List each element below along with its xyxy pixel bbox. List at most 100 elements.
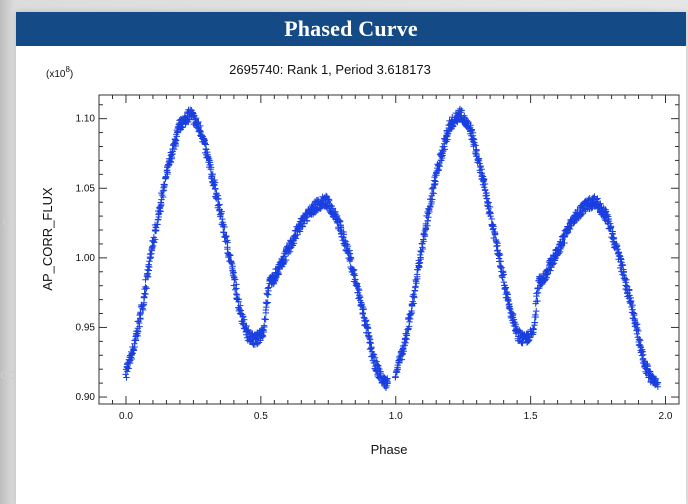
backdrop-glyph: o [2,214,10,229]
phased-curve-panel: Phased Curve 2695740: Rank 1, Period 3.6… [16,12,686,504]
data-point-plus [493,243,500,250]
data-point-plus [490,223,497,230]
data-point-plus [130,347,137,354]
data-point-plus [232,276,239,283]
data-point-plus [262,316,269,323]
data-point-plus [471,139,478,146]
data-point-plus [375,362,382,370]
data-point-plus [486,208,493,216]
data-point-plus [146,263,153,271]
data-point-plus [197,122,204,130]
data-point-plus [615,249,623,256]
data-point-plus [347,254,355,261]
data-point-plus [235,298,242,305]
data-point-plus [264,299,271,306]
data-point-plus [504,291,511,298]
data-point-plus [438,146,446,154]
data-point-plus [483,192,490,199]
data-point-plus [629,301,636,309]
data-point-plus [236,306,243,313]
data-point-plus [444,130,452,138]
data-point-plus [533,292,540,300]
data-point-plus [477,162,484,170]
data-point-plus [505,296,512,303]
backdrop-glyph: oc [0,368,16,383]
data-point-plus [637,337,644,344]
data-point-plus [141,294,148,301]
data-point-plus [412,283,419,290]
data-point-plus [360,306,367,313]
data-point-plus [205,155,213,163]
data-point-plus [344,242,352,250]
data-point-plus [551,257,559,264]
data-point-plus [134,327,141,335]
data-point-plus [384,380,391,387]
data-point-plus [351,270,358,277]
data-point-plus [243,322,250,330]
data-point-plus [160,184,167,191]
data-point-plus [548,264,555,271]
data-point-plus [478,169,486,177]
chart-title: 2695740: Rank 1, Period 3.618173 [229,62,431,77]
data-point-plus [607,224,615,231]
y-tick-label: 1.00 [76,253,96,264]
data-point-plus [201,136,208,143]
data-point-plus [620,268,628,275]
data-point-plus [499,268,507,275]
data-point-plus [416,259,423,266]
data-point-plus [400,344,407,352]
data-point-plus [142,290,149,298]
data-point-plus [502,285,509,292]
data-point-plus [487,210,494,217]
data-point-plus [211,179,219,186]
panel-title: Phased Curve [284,16,418,41]
data-point-plus [406,314,413,322]
data-point-plus [410,293,418,300]
data-point-plus [168,153,176,161]
data-point-plus [228,259,235,266]
data-point-plus [370,351,378,358]
data-point-plus [346,250,354,257]
data-point-plus [223,232,230,240]
data-point-plus [356,294,363,301]
data-point-plus [352,276,359,283]
data-point-plus [201,139,208,147]
data-point-plus [161,181,168,188]
data-point-plus [137,315,144,322]
data-point-plus [281,253,289,260]
data-point-plus [458,107,465,114]
data-point-plus [392,373,399,380]
data-point-plus [125,365,132,372]
data-point-plus [136,323,143,330]
data-point-plus [240,313,247,321]
data-points [122,105,662,391]
data-point-plus [143,284,150,292]
x-axis-label: Phase [371,442,408,457]
data-point-plus [350,266,357,273]
data-point-plus [207,166,214,173]
data-point-plus [636,341,643,348]
plot-frame [98,94,680,405]
data-point-plus [217,211,224,219]
data-point-plus [221,223,228,231]
data-point-plus [259,332,267,340]
data-point-plus [335,217,343,224]
data-point-plus [485,199,492,206]
data-point-plus [365,329,372,336]
y-tick-label: 0.90 [76,392,96,403]
data-point-plus [500,271,507,278]
y-tick-label: 1.05 [76,183,96,194]
data-point-plus [233,281,240,288]
data-point-plus [531,319,538,326]
data-point-plus [159,187,167,195]
data-point-plus [367,336,374,343]
data-point-plus [215,201,222,209]
data-point-plus [623,282,630,290]
data-point-plus [257,337,264,344]
data-point-plus [362,317,370,324]
data-point-plus [413,271,421,278]
y-axis-label: AP_CORR_FLUX [40,187,55,291]
data-point-plus [439,152,446,159]
data-point-plus [271,277,279,284]
data-point-plus [497,258,505,265]
